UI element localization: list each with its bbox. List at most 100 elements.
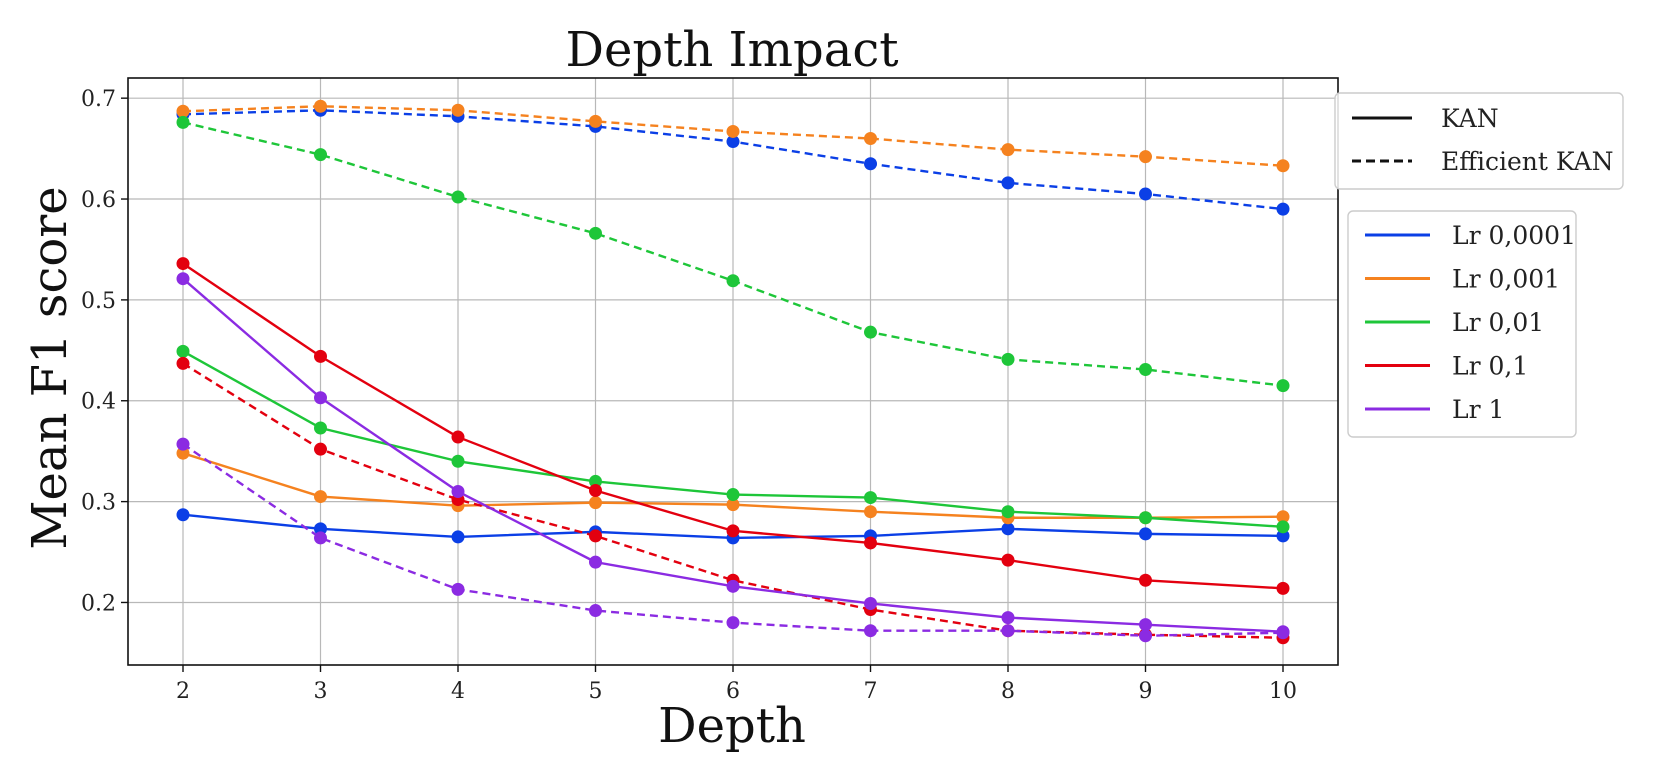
data-point-lr-1-kan-x2	[176, 272, 190, 286]
x-tick-label-2: 2	[176, 679, 190, 704]
data-point-lr-0-01-efficient-kan-x9	[1139, 362, 1152, 376]
data-point-lr-0-1-kan-x2	[176, 257, 190, 271]
data-point-lr-0-001-efficient-kan-x8	[1001, 143, 1015, 157]
data-point-lr-1-efficient-kan-x8	[1001, 624, 1015, 638]
data-point-lr-0-0001-efficient-kan-x6	[726, 135, 740, 149]
data-point-lr-1-kan-x6	[726, 579, 740, 593]
data-point-lr-0-0001-efficient-kan-x10	[1276, 202, 1290, 216]
x-tick-label-10: 10	[1269, 679, 1297, 704]
y-tick-label-0.2: 0.2	[81, 591, 116, 616]
x-axis-ticks: 2 3 4 5 6 7 8 9 10	[176, 665, 1297, 704]
legend-label-lr-0-1: Lr 0,1	[1452, 352, 1528, 381]
data-point-lr-0-001-kan-x2	[176, 446, 190, 460]
data-point-lr-0-01-kan-x9	[1139, 511, 1152, 525]
data-point-lr-0-001-efficient-kan-x9	[1139, 150, 1152, 164]
data-point-lr-0-001-efficient-kan-x4	[451, 103, 465, 117]
data-point-lr-1-efficient-kan-x2	[176, 437, 190, 451]
data-point-lr-1-kan-x3	[314, 391, 327, 405]
data-point-lr-0-001-kan-x10	[1276, 510, 1290, 524]
legend-label-lr-0-0001: Lr 0,0001	[1452, 221, 1576, 250]
data-point-lr-1-kan-x7	[864, 596, 877, 610]
x-tick-label-5: 5	[589, 679, 603, 704]
data-point-lr-0-1-efficient-kan-x2	[176, 356, 190, 370]
data-point-lr-1-kan-x8	[1001, 611, 1015, 625]
data-point-lr-1-efficient-kan-x4	[451, 582, 465, 596]
data-point-lr-1-kan-x4	[451, 485, 465, 499]
series-line-lr-0-1-efficient-kan	[182, 362, 1284, 639]
data-point-lr-0-1-kan-x5	[589, 484, 602, 498]
data-point-lr-0-01-efficient-kan-x8	[1001, 352, 1015, 366]
y-axis-ticks: 0.2 0.3 0.4 0.5 0.6 0.7	[81, 87, 128, 616]
color-legend-frame	[1347, 210, 1577, 438]
data-point-lr-0-01-kan-x10	[1276, 520, 1290, 534]
chart-title: Depth Impact	[565, 22, 898, 78]
data-point-lr-1-kan-x9	[1139, 618, 1152, 632]
data-point-lr-1-efficient-kan-x5	[589, 604, 602, 618]
color-legend: Lr 0,0001 Lr 0,001 Lr 0,01 Lr 0,1 Lr 1	[1347, 210, 1577, 438]
x-tick-label-3: 3	[314, 679, 328, 704]
x-tick-label-6: 6	[726, 679, 740, 704]
data-point-lr-0-01-kan-x5	[589, 474, 602, 488]
data-point-lr-0-001-kan-x6	[726, 498, 740, 512]
legend-label-kan: KAN	[1441, 104, 1499, 133]
data-point-lr-0-0001-kan-x3	[314, 522, 327, 536]
data-point-lr-0-01-kan-x2	[176, 344, 190, 358]
y-tick-label-0.4: 0.4	[81, 390, 116, 415]
x-tick-label-9: 9	[1139, 679, 1153, 704]
data-point-lr-0-1-kan-x7	[864, 536, 877, 550]
data-point-lr-0-001-kan-x3	[314, 490, 327, 504]
data-point-lr-0-001-efficient-kan-x7	[864, 132, 877, 146]
data-point-lr-0-01-efficient-kan-x10	[1276, 379, 1290, 393]
data-point-lr-0-0001-efficient-kan-x9	[1139, 187, 1152, 201]
data-point-lr-0-01-kan-x6	[726, 488, 740, 502]
data-point-lr-0-001-efficient-kan-x3	[314, 99, 327, 113]
data-point-lr-0-0001-efficient-kan-x7	[864, 157, 877, 171]
x-tick-label-7: 7	[864, 679, 878, 704]
data-point-lr-0-001-efficient-kan-x10	[1276, 159, 1290, 173]
data-point-lr-0-0001-kan-x2	[176, 508, 190, 522]
data-point-lr-0-001-kan-x7	[864, 505, 877, 519]
series-markers	[176, 99, 1290, 645]
y-tick-label-0.3: 0.3	[81, 491, 116, 516]
data-point-lr-1-efficient-kan-x9	[1139, 629, 1152, 643]
data-point-lr-0-001-efficient-kan-x6	[726, 124, 740, 138]
y-axis-label: Mean F1 score	[22, 186, 78, 549]
line-style-legend: KAN Efficient KAN	[1334, 92, 1624, 190]
data-point-lr-0-0001-kan-x4	[451, 530, 465, 544]
data-point-lr-0-1-kan-x3	[314, 349, 327, 363]
data-point-lr-0-01-kan-x8	[1001, 505, 1015, 519]
legend-label-lr-0-01: Lr 0,01	[1452, 308, 1544, 337]
data-point-lr-0-001-efficient-kan-x2	[176, 104, 190, 118]
legend-label-lr-0-001: Lr 0,001	[1452, 265, 1560, 294]
data-point-lr-0-01-kan-x4	[451, 454, 465, 468]
data-point-lr-0-01-efficient-kan-x3	[314, 148, 327, 162]
data-point-lr-0-01-efficient-kan-x2	[176, 115, 190, 129]
data-point-lr-0-1-kan-x4	[451, 430, 465, 444]
data-point-lr-0-1-efficient-kan-x3	[314, 442, 327, 456]
data-point-lr-0-01-kan-x7	[864, 491, 877, 505]
data-point-lr-0-0001-efficient-kan-x8	[1001, 176, 1015, 190]
data-point-lr-1-efficient-kan-x10	[1276, 626, 1290, 640]
data-point-lr-0-01-efficient-kan-x7	[864, 325, 877, 339]
data-point-lr-0-1-kan-x8	[1001, 553, 1015, 567]
y-tick-label-0.5: 0.5	[81, 289, 116, 314]
x-tick-label-8: 8	[1001, 679, 1015, 704]
data-point-lr-1-efficient-kan-x3	[314, 531, 327, 545]
legend-label-efficient-kan: Efficient KAN	[1441, 147, 1614, 176]
data-point-lr-1-efficient-kan-x7	[864, 624, 877, 638]
data-point-lr-0-1-kan-x9	[1139, 573, 1152, 587]
data-point-lr-0-1-efficient-kan-x5	[589, 529, 602, 543]
data-point-lr-0-01-efficient-kan-x4	[451, 190, 465, 204]
y-tick-label-0.6: 0.6	[81, 188, 116, 213]
y-tick-label-0.7: 0.7	[81, 87, 116, 112]
x-tick-label-4: 4	[451, 679, 465, 704]
data-point-lr-0-0001-kan-x9	[1139, 527, 1152, 541]
data-point-lr-1-efficient-kan-x6	[726, 616, 740, 630]
data-point-lr-0-01-kan-x3	[314, 421, 327, 435]
data-point-lr-0-0001-kan-x10	[1276, 529, 1290, 543]
data-point-lr-0-01-efficient-kan-x5	[589, 226, 602, 240]
data-point-lr-0-1-kan-x6	[726, 524, 740, 538]
data-point-lr-1-kan-x5	[589, 555, 602, 569]
data-point-lr-0-001-efficient-kan-x5	[589, 114, 602, 128]
